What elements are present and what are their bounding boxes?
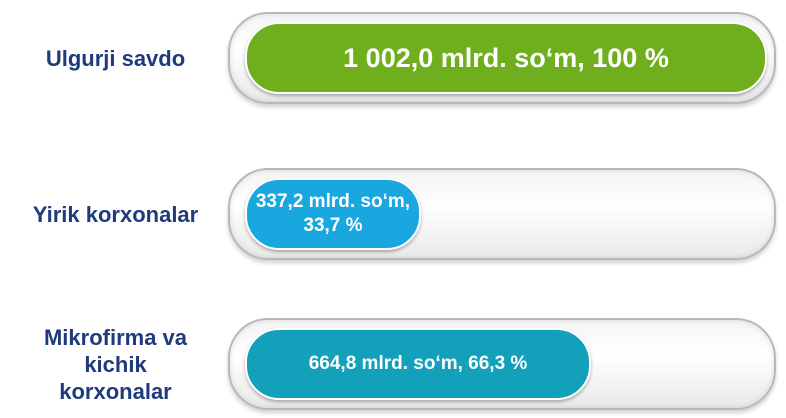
bar: 337,2 mlrd. so‘m, 33,7 % (245, 178, 421, 250)
bar: 1 002,0 mlrd. so‘m, 100 % (245, 22, 767, 94)
category-label: Ulgurji savdo (45, 45, 186, 71)
value-label: 1 002,0 mlrd. so‘m, 100 % (343, 43, 669, 73)
value-label: 337,2 mlrd. so‘m, 33,7 % (255, 191, 411, 236)
bar: 664,8 mlrd. so‘m, 66,3 % (245, 328, 592, 400)
category-label: Mikrofirma va kichik korxonalar (43, 324, 188, 404)
category-label: Yirik korxonalar (32, 201, 199, 227)
value-label: 664,8 mlrd. so‘m, 66,3 % (308, 353, 528, 374)
